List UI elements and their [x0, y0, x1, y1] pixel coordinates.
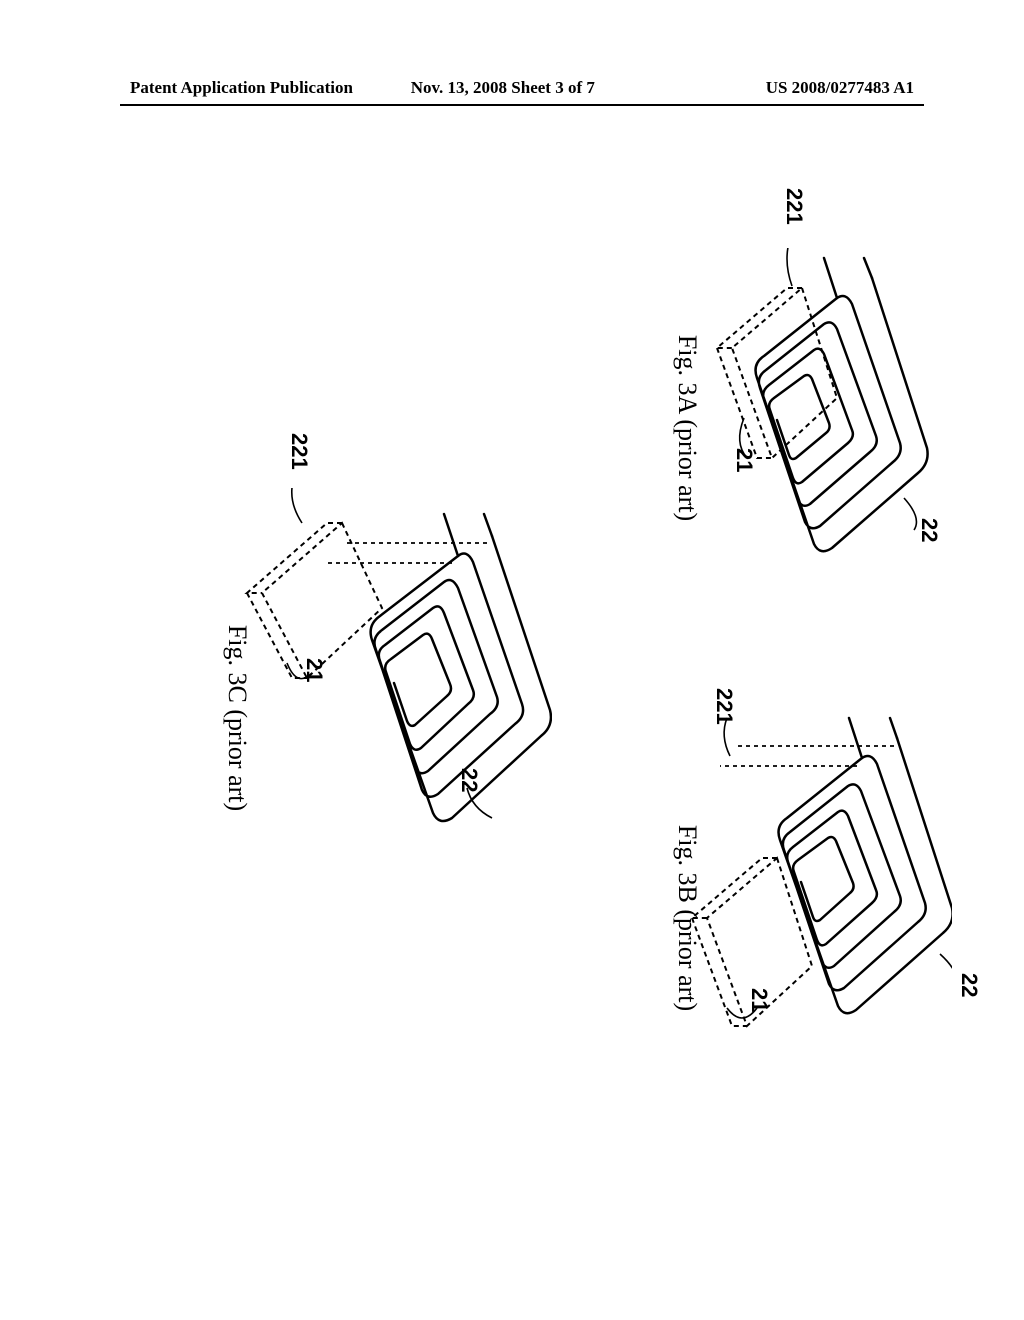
- page-header: Patent Application Publication Nov. 13, …: [0, 78, 1024, 98]
- caption-3a: Fig. 3A (prior art): [672, 278, 702, 578]
- figure-3b: 22 21 221 Fig. 3B (prior art): [612, 708, 952, 1108]
- ref-221: 221: [711, 688, 737, 725]
- header-center: Nov. 13, 2008 Sheet 3 of 7: [411, 78, 595, 98]
- figure-3c: 22 21 221 Fig. 3C (prior art): [192, 488, 552, 908]
- header-right: US 2008/0277483 A1: [766, 78, 914, 98]
- figure-3a-svg: [612, 248, 932, 628]
- header-rule: [120, 104, 924, 106]
- ref-21: 21: [746, 988, 772, 1012]
- ref-22: 22: [916, 518, 942, 542]
- ref-22: 22: [456, 768, 482, 792]
- figures-container: 22 21 221 Fig. 3A (prior art): [12, 168, 1012, 1192]
- ref-22: 22: [956, 973, 982, 997]
- figure-3a: 22 21 221 Fig. 3A (prior art): [612, 248, 932, 628]
- ref-21: 21: [731, 448, 757, 472]
- caption-3b: Fig. 3B (prior art): [672, 768, 702, 1068]
- ref-21: 21: [301, 658, 327, 682]
- caption-3c: Fig. 3C (prior art): [222, 568, 252, 868]
- ref-221: 221: [286, 433, 312, 470]
- header-left: Patent Application Publication: [130, 78, 353, 98]
- ref-221: 221: [781, 188, 807, 225]
- figure-3b-svg: [612, 708, 952, 1108]
